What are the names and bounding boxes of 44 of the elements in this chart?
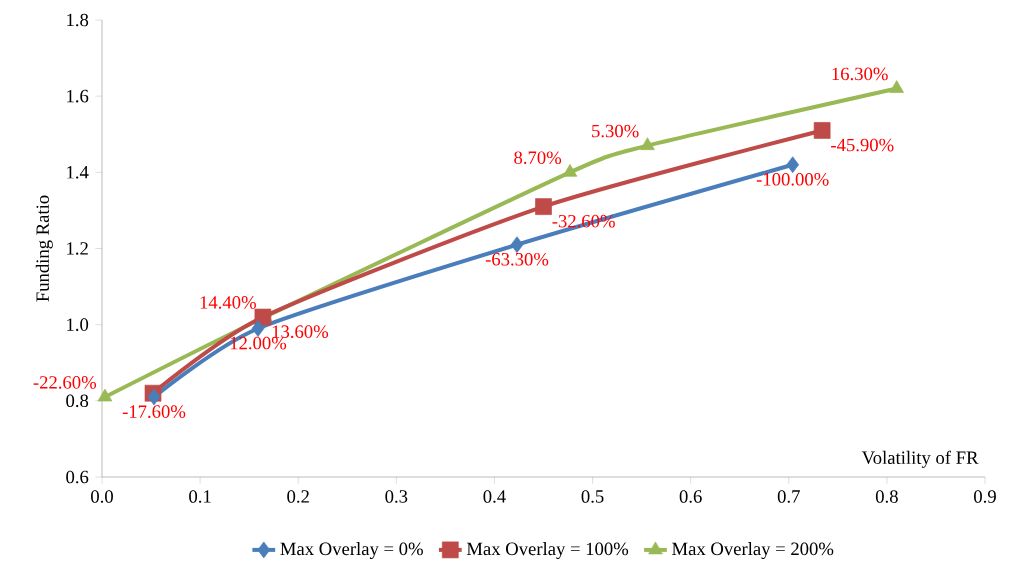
annotation: -17.60% [122,405,186,418]
annotation: 5.30% [592,124,639,138]
point [562,164,578,177]
point [254,308,272,326]
x-tick-label: 0.3 [385,490,408,503]
x-tick-label: 0.6 [679,490,702,503]
x-axis-title: Volatility of FR [861,450,979,468]
annotation: 16.30% [832,67,888,81]
legend-label: Max Overlay = 200% [672,542,834,559]
legend-label: Max Overlay = 0% [280,542,423,559]
annotation: 14.40% [200,296,256,309]
y-tick-label: 1.4 [67,166,89,179]
x-tick-label: 0.0 [91,490,113,503]
y-tick-label: 1.6 [67,89,89,103]
annotation: -45.90% [831,138,894,152]
x-tick-label: 0.2 [287,490,309,503]
x-tick-label: 0.7 [777,490,800,503]
point [535,198,552,215]
x-tick-label: 0.9 [974,490,996,503]
x-tick-label: 0.4 [483,490,506,503]
annotation: 8.70% [514,151,562,165]
point [97,388,113,402]
point [147,388,161,406]
point [251,320,265,337]
y-tick-label: 1.8 [67,13,89,27]
legend-label: Max Overlay = 100% [466,542,629,559]
x-tick-label: 0.1 [189,490,211,503]
point [510,236,524,254]
annotation: 13.60% [272,325,329,338]
y-tick-label: 1.0 [67,318,89,332]
annotation: -100.00% [756,172,829,186]
x-tick-label: 0.8 [875,490,898,503]
y-tick-label: 0.6 [66,470,89,484]
annotation: 12.00% [230,336,287,350]
point [786,156,800,174]
y-tick-label: 0.8 [66,394,89,408]
y-axis-title: Funding Ratio [35,195,53,302]
annotation: -22.60% [33,376,97,389]
y-tick-label: 1.2 [67,242,88,255]
annotation: -63.30% [485,252,549,266]
x-tick-label: 0.5 [581,490,604,503]
point [813,122,831,139]
point [889,80,904,93]
point [640,137,655,151]
